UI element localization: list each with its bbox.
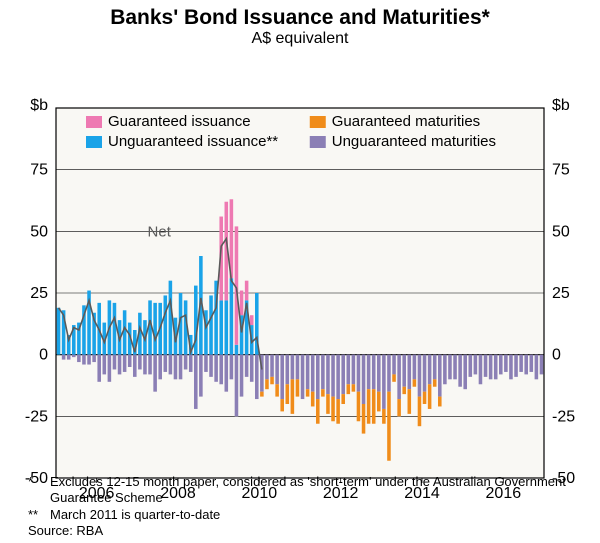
svg-text:0: 0 xyxy=(552,347,561,364)
svg-text:Unguaranteed issuance**: Unguaranteed issuance** xyxy=(108,133,278,150)
footnote-2: March 2011 is quarter-to-date xyxy=(50,507,220,523)
svg-text:Net: Net xyxy=(148,223,172,240)
svg-text:25: 25 xyxy=(30,285,48,302)
chart-footnotes: *Excludes 12-15 month paper, considered … xyxy=(28,474,590,539)
svg-text:0: 0 xyxy=(39,347,48,364)
footnote-1: Excludes 12-15 month paper, considered a… xyxy=(50,474,590,507)
svg-text:75: 75 xyxy=(30,162,48,179)
chart-container: Banks' Bond Issuance and Maturities* A$ … xyxy=(0,0,600,543)
svg-text:50: 50 xyxy=(30,223,48,240)
svg-text:75: 75 xyxy=(552,162,570,179)
svg-text:-25: -25 xyxy=(552,408,575,425)
svg-text:Guaranteed issuance: Guaranteed issuance xyxy=(108,113,251,130)
svg-text:Unguaranteed maturities: Unguaranteed maturities xyxy=(332,133,496,150)
footnote-source: Source: RBA xyxy=(28,523,103,539)
svg-text:25: 25 xyxy=(552,285,570,302)
svg-text:-25: -25 xyxy=(25,408,48,425)
svg-text:$b: $b xyxy=(30,97,48,114)
svg-text:$b: $b xyxy=(552,97,570,114)
chart-title: Banks' Bond Issuance and Maturities* xyxy=(0,0,600,30)
svg-text:Guaranteed maturities: Guaranteed maturities xyxy=(332,113,480,130)
chart-plot: -50-50-25-2500252550507575$b$b2006200820… xyxy=(0,48,600,503)
svg-text:50: 50 xyxy=(552,223,570,240)
chart-subtitle: A$ equivalent xyxy=(0,30,600,48)
